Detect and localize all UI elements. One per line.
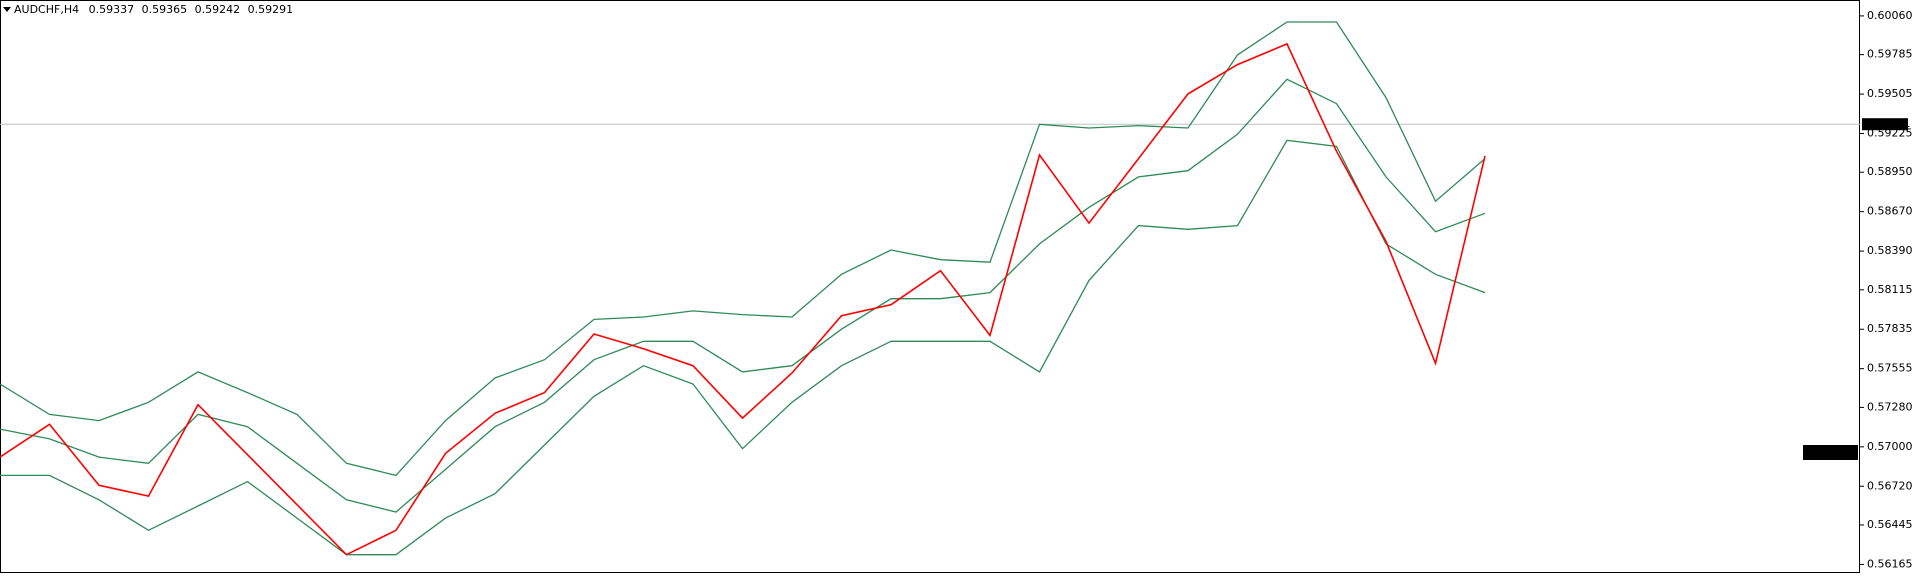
- annotation-box: [1803, 445, 1858, 460]
- bollinger-band: [0, 139, 1486, 556]
- open: 0.59337: [89, 3, 135, 16]
- zigzag-line: [0, 42, 1486, 556]
- high: 0.59365: [142, 3, 188, 16]
- current-price-box: [1862, 118, 1908, 131]
- y-tick-label: 0.58950: [1867, 165, 1912, 178]
- current-price-label: 0.59291: [1865, 117, 1911, 130]
- y-tick-label: 0.57555: [1867, 362, 1912, 375]
- y-tick-label: 0.59505: [1867, 87, 1912, 100]
- y-tick-label: 0.56720: [1867, 479, 1912, 492]
- annotation-label: BB ON: [1812, 446, 1847, 459]
- plot-frame: [0, 0, 1860, 573]
- y-tick-label: 0.58390: [1867, 244, 1912, 257]
- y-tick-label: 0.57835: [1867, 322, 1912, 335]
- bollinger-band: [0, 78, 1486, 513]
- low: 0.59242: [195, 3, 241, 16]
- y-tick-label: 0.59785: [1867, 48, 1912, 61]
- symbol: AUDCHF,H4: [14, 3, 79, 16]
- y-tick-label: 0.56445: [1867, 518, 1912, 531]
- y-tick-label: 0.57000: [1867, 440, 1912, 453]
- bollinger-band: [0, 21, 1486, 477]
- chart-header: AUDCHF,H4 0.59337 0.59365 0.59242 0.5929…: [14, 3, 293, 16]
- y-tick-label: 0.56165: [1867, 557, 1912, 570]
- menu-arrow[interactable]: [3, 7, 11, 12]
- y-tick-label: 0.58670: [1867, 205, 1912, 218]
- y-tick-label: 0.58115: [1867, 283, 1912, 296]
- y-tick-label: 0.60060: [1867, 9, 1912, 22]
- y-tick-label: 0.57280: [1867, 400, 1912, 413]
- close: 0.59291: [248, 3, 294, 16]
